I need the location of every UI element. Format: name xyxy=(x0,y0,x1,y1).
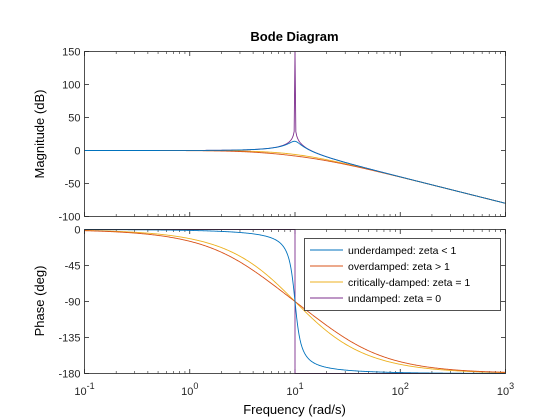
chart-title: Bode Diagram xyxy=(250,29,338,44)
legend-items: underdamped: zeta < 1 overdamped: zeta > … xyxy=(310,245,470,305)
phase-y-tick-label: -180 xyxy=(58,369,80,381)
x-tick-labels: 10-1 100 101 102 103 xyxy=(74,381,514,398)
legend: underdamped: zeta < 1 overdamped: zeta > … xyxy=(304,238,501,311)
magnitude-y-tick-label: 100 xyxy=(62,80,80,92)
phase-axes-box xyxy=(84,229,506,374)
x-axis-label: Frequency (rad/s) xyxy=(243,402,346,417)
legend-label: critically-damped: zeta = 1 xyxy=(348,277,470,289)
phase-y-tick-label: -90 xyxy=(65,297,81,309)
x-tick-label: 102 xyxy=(392,381,409,398)
x-tick-label: 10-1 xyxy=(74,381,94,398)
phase-ylabel: Phase (deg) xyxy=(32,266,47,337)
phase-y-tick-label: -45 xyxy=(65,261,81,273)
legend-label: underdamped: zeta < 1 xyxy=(348,245,456,257)
magnitude-y-tick-label: 50 xyxy=(68,113,80,125)
phase-ticks: 0 -45 -90 -135 -180 xyxy=(58,225,506,381)
x-tick-label: 100 xyxy=(181,381,198,398)
phase-series-line xyxy=(84,229,506,374)
magnitude-minor-ticks xyxy=(115,51,501,217)
magnitude-ylabel: Magnitude (dB) xyxy=(32,90,47,179)
magnitude-y-tick-label: 150 xyxy=(62,47,80,59)
phase-y-tick-label: 0 xyxy=(74,225,80,237)
x-tick-label: 103 xyxy=(497,381,514,398)
magnitude-ticks: 150 100 50 0 -50 -100 xyxy=(58,47,506,224)
magnitude-y-tick-label: -100 xyxy=(58,212,80,224)
magnitude-axes: 150 100 50 0 -50 -100 xyxy=(58,47,506,224)
x-tick-label: 101 xyxy=(286,381,303,398)
magnitude-y-tick-label: -50 xyxy=(65,179,81,191)
phase-y-tick-label: -135 xyxy=(58,333,80,345)
legend-label: overdamped: zeta > 1 xyxy=(348,261,450,273)
magnitude-series-line xyxy=(84,140,506,204)
magnitude-axes-box xyxy=(84,51,506,217)
magnitude-y-tick-label: 0 xyxy=(74,146,80,158)
legend-label: undamped: zeta = 0 xyxy=(348,293,441,305)
